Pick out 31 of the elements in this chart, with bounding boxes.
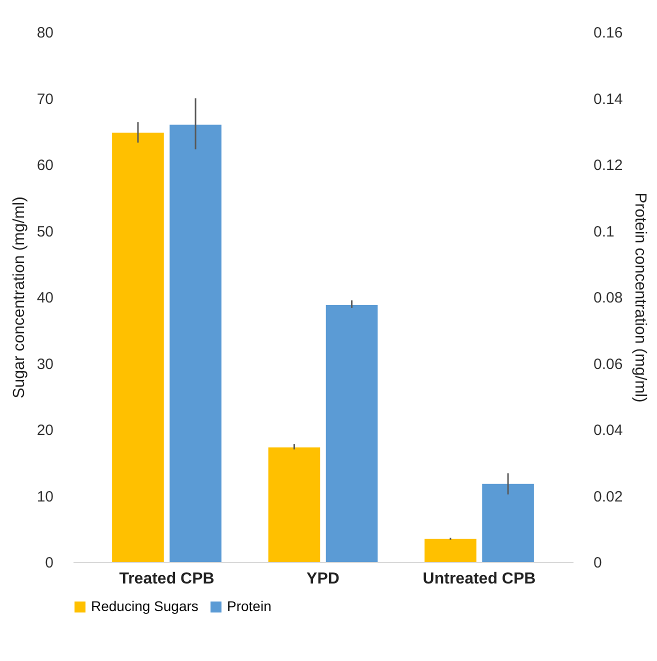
y2-tick-label: 0.14 xyxy=(594,90,623,108)
y2-tick-label: 0 xyxy=(594,554,602,572)
y-tick-label: 10 xyxy=(36,488,54,506)
y2-tick-label: 0.12 xyxy=(594,157,623,174)
bar xyxy=(424,538,476,562)
y-tick-label: 20 xyxy=(36,422,54,439)
y-tick-label: 40 xyxy=(36,290,54,306)
legend-label: Reducing Sugars xyxy=(91,598,198,614)
x-tick-label: Untreated CPB xyxy=(422,570,536,588)
y-tick-label: 60 xyxy=(36,157,54,174)
y2-tick-label: 0.16 xyxy=(594,24,623,42)
bar xyxy=(326,304,378,562)
bar xyxy=(268,447,320,562)
y-axis-title: Sugar concentration (mg/ml) xyxy=(10,196,28,398)
y2-axis-title: Protein concentration (mg/ml) xyxy=(632,192,649,402)
x-tick-label: Treated CPB xyxy=(119,570,214,588)
bar xyxy=(170,124,222,562)
y2-tick-label: 0.06 xyxy=(594,356,623,373)
y2-tick-label: 0.1 xyxy=(594,223,614,240)
legend-label: Protein xyxy=(227,598,272,614)
y-tick-label: 30 xyxy=(36,356,54,373)
x-tick-label: YPD xyxy=(306,570,340,588)
y-tick-label: 0 xyxy=(45,554,54,572)
y-tick-label: 50 xyxy=(36,223,54,240)
bar xyxy=(482,484,534,562)
y2-tick-label: 0.08 xyxy=(594,290,623,306)
y-tick-label: 70 xyxy=(36,90,54,108)
y2-tick-label: 0.04 xyxy=(594,422,623,439)
y2-tick-label: 0.02 xyxy=(594,488,623,506)
y-tick-label: 80 xyxy=(36,24,54,42)
bar xyxy=(112,132,164,562)
